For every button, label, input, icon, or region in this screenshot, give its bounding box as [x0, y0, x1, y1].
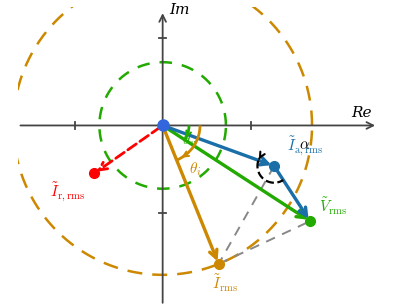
Text: Re: Re [351, 106, 372, 120]
Text: $\theta_v$: $\theta_v$ [182, 132, 196, 150]
Text: $\tilde{I}_{\rm r,rms}$: $\tilde{I}_{\rm r,rms}$ [50, 181, 86, 203]
Text: $\tilde{V}_{\rm rms}$: $\tilde{V}_{\rm rms}$ [319, 196, 347, 217]
Text: $\alpha$: $\alpha$ [299, 139, 310, 153]
Text: Im: Im [170, 3, 190, 17]
Text: $\tilde{I}_{\rm rms}$: $\tilde{I}_{\rm rms}$ [212, 273, 238, 294]
Text: $\tilde{I}_{\rm a,rms}$: $\tilde{I}_{\rm a,rms}$ [287, 134, 324, 157]
Text: $\theta_i$: $\theta_i$ [189, 161, 201, 178]
